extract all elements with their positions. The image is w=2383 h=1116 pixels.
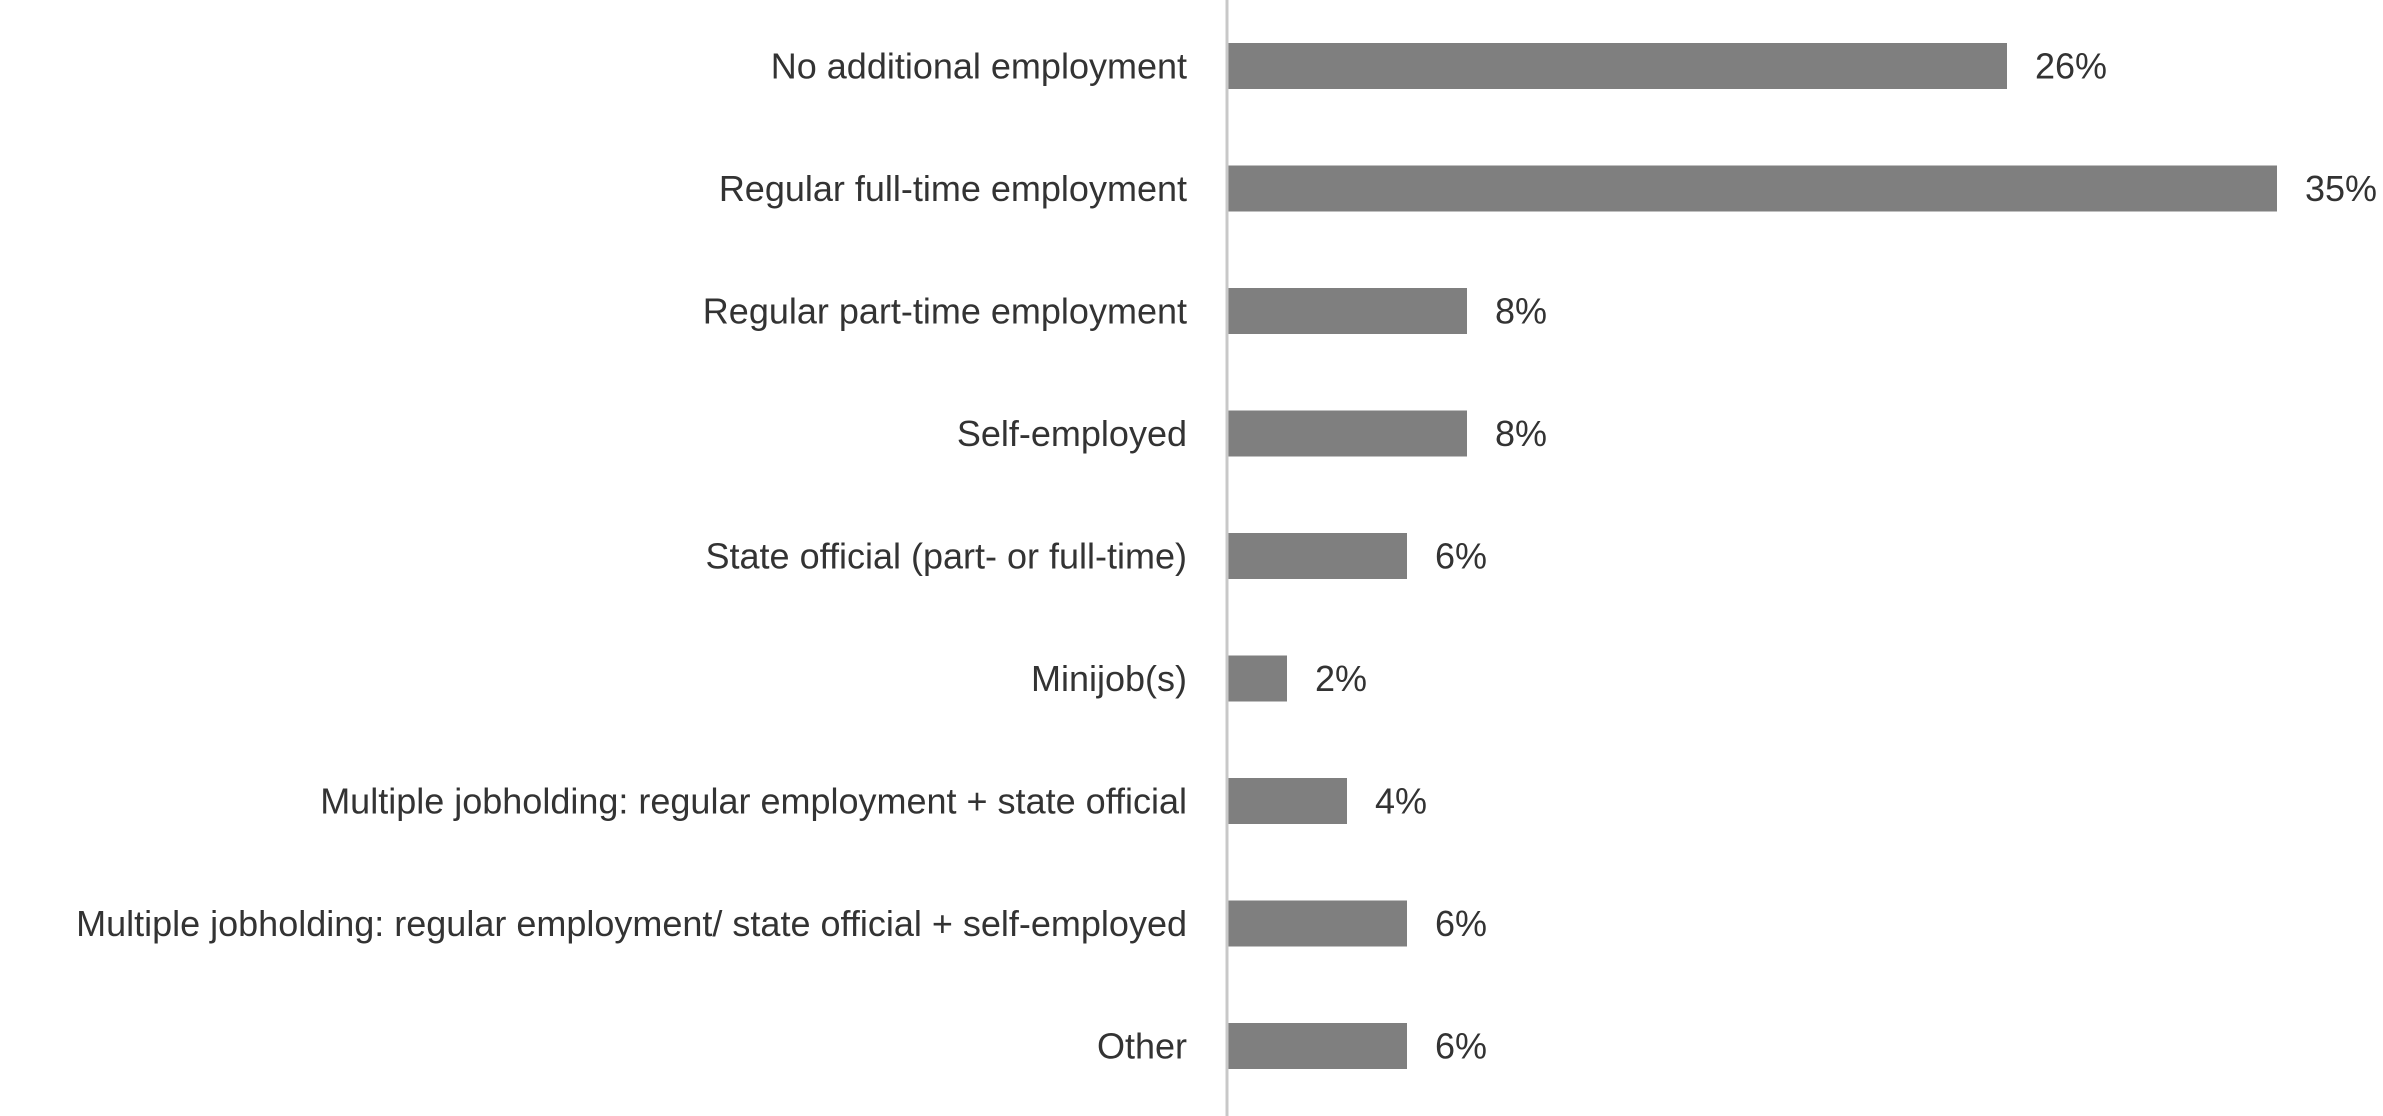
category-labels-group: No additional employment Regular full-tim…	[76, 46, 1187, 1067]
value-label: 8%	[1495, 413, 1547, 454]
category-label: Minijob(s)	[1031, 658, 1187, 699]
category-label: Regular full-time employment	[719, 168, 1187, 209]
category-label: Other	[1097, 1026, 1187, 1067]
category-label: No additional employment	[771, 46, 1187, 87]
bar	[1227, 288, 1467, 334]
category-label: Multiple jobholding: regular employment …	[320, 781, 1187, 822]
value-labels-group: 26% 35% 8% 8% 6% 2% 4% 6% 6%	[1315, 46, 2377, 1067]
category-label: Self-employed	[957, 413, 1187, 454]
value-label: 26%	[2035, 46, 2107, 87]
value-label: 35%	[2305, 168, 2377, 209]
bar	[1227, 410, 1467, 457]
value-label: 2%	[1315, 658, 1367, 699]
value-label: 6%	[1435, 903, 1487, 944]
bar	[1227, 655, 1287, 702]
bar	[1227, 778, 1347, 824]
category-label: State official (part- or full-time)	[706, 536, 1187, 577]
bar	[1227, 1023, 1407, 1069]
category-label: Regular part-time employment	[703, 291, 1187, 332]
bars-group	[1227, 43, 2277, 1069]
value-label: 6%	[1435, 536, 1487, 577]
value-label: 8%	[1495, 291, 1547, 332]
value-label: 4%	[1375, 781, 1427, 822]
category-label: Multiple jobholding: regular employment/…	[76, 903, 1187, 944]
bar	[1227, 43, 2007, 89]
bar	[1227, 900, 1407, 947]
bar	[1227, 533, 1407, 579]
value-label: 6%	[1435, 1026, 1487, 1067]
bar	[1227, 165, 2277, 212]
